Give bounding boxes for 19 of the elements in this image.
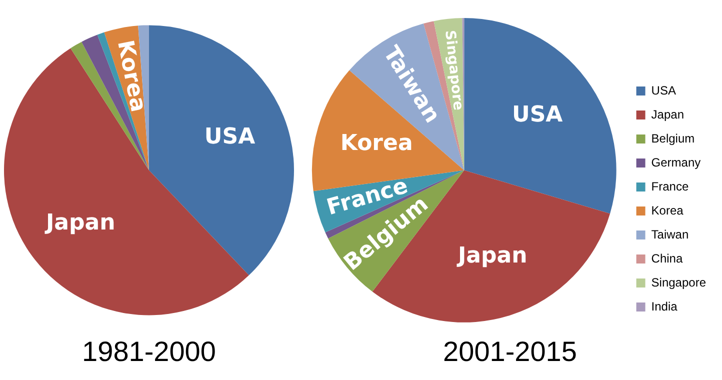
- slice-label: USA: [204, 124, 256, 150]
- legend-label: China: [651, 251, 683, 266]
- legend-label: France: [651, 179, 689, 194]
- legend-label: India: [651, 299, 678, 314]
- legend-label: Germany: [651, 155, 701, 170]
- text: 1981-2000: [82, 336, 216, 367]
- legend-label: Taiwan: [651, 227, 689, 242]
- legend-label: Singapore: [651, 275, 706, 290]
- text: 2001-2015: [443, 336, 577, 367]
- legend-label: USA: [651, 83, 676, 98]
- legend-label: Japan: [651, 107, 684, 122]
- slice-label: Japan: [44, 210, 116, 236]
- text: Korea: [340, 130, 413, 156]
- text: USA: [512, 102, 563, 128]
- legend-label: Belgium: [651, 131, 695, 146]
- slice-label: Korea: [112, 38, 151, 114]
- legend-label: Korea: [651, 203, 684, 218]
- text: Japan: [458, 244, 528, 269]
- text: Singapore: [442, 29, 466, 112]
